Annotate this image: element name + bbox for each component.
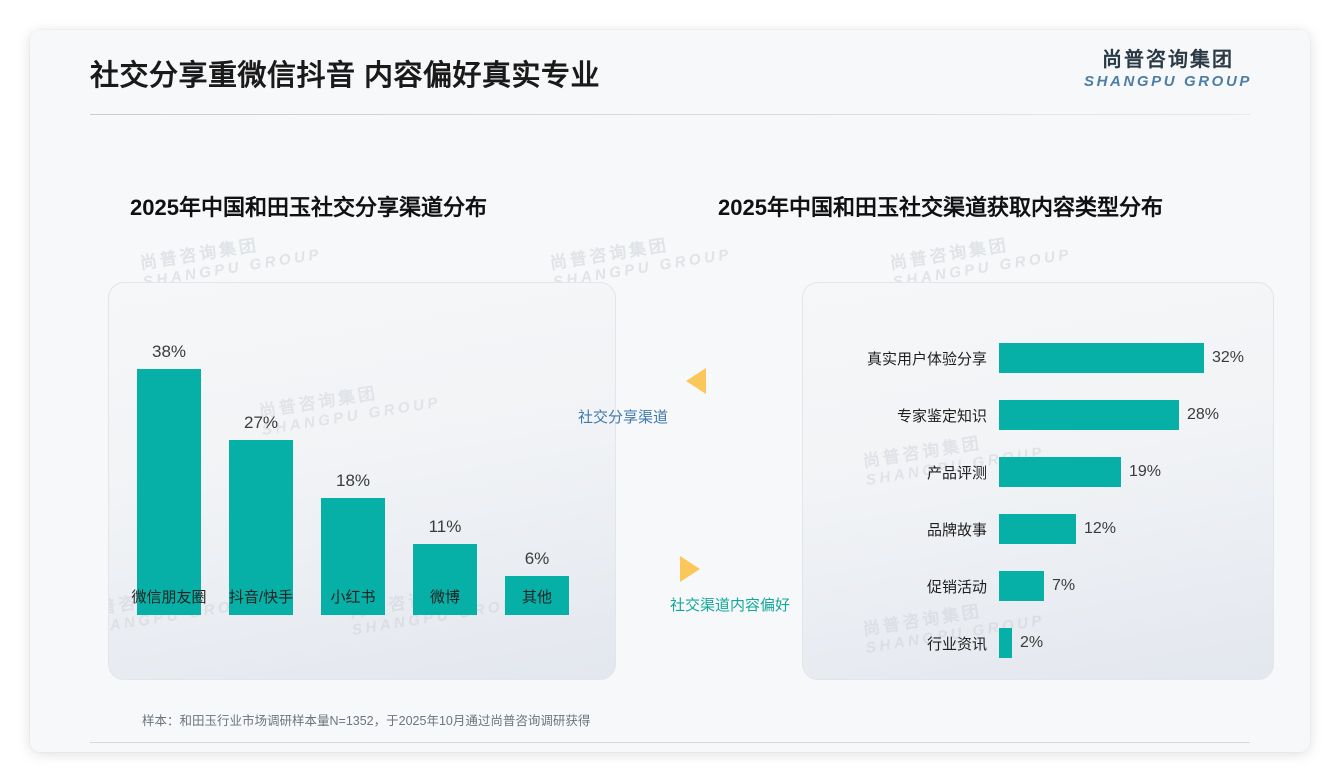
bar-value-label: 18% [335,471,371,490]
watermark: 尚普咨询集团 SHANGPU GROUP [138,221,324,291]
bar [413,544,477,615]
bar-category-label: 专家鉴定知识 [896,407,987,425]
bar-row: 促销活动 7% [803,571,1273,601]
horizontal-bar-chart: 真实用户体验分享 32% 专家鉴定知识 28% 产品评测 19% 品牌故事 12% 促销活动 7%… [803,303,1273,663]
bar-row: 真实用户体验分享 32% [803,343,1273,373]
triangle-left-icon [686,368,706,394]
bar-category-label: 真实用户体验分享 [866,350,987,368]
bar-category-label: 品牌故事 [926,521,987,539]
bar-category-label: 行业资讯 [926,635,987,653]
bar [999,571,1044,601]
page-title: 社交分享重微信抖音 内容偏好真实专业 [90,60,601,92]
bar-category-label: 产品评测 [926,464,987,482]
bar-row: 品牌故事 12% [803,514,1273,544]
watermark-cn: 尚普咨询集团 [548,235,671,274]
bar-value-label: 28% [1187,406,1220,423]
watermark-cn: 尚普咨询集团 [888,235,1011,274]
watermark: 尚普咨询集团 SHANGPU GROUP [548,221,734,291]
source-note: 样本：和田玉行业市场调研样本量N=1352，于2025年10月通过尚普咨询调研获… [142,714,591,728]
bar-row: 专家鉴定知识 28% [803,400,1273,430]
bar [229,440,293,615]
middle-label-top-text: 社交分享渠道 [578,409,669,426]
bar-category-label: 小红书 [330,589,376,606]
bar [999,628,1012,658]
bar-column: 27% 抖音/快手 [229,413,293,615]
brand-logo: 尚普咨询集团 SHANGPU GROUP [1068,48,1268,92]
bar-value-label: 32% [1212,349,1245,366]
bar [137,369,201,615]
bar [505,576,569,615]
bar-value-label: 2% [1020,634,1044,651]
bar [999,457,1121,487]
bar-category-label: 微信朋友圈 [131,589,207,606]
bar-value-label: 38% [151,342,187,361]
bar-row: 行业资讯 2% [803,628,1273,658]
right-chart-card: 尚普咨询集团 SHANGPU GROUP 尚普咨询集团 SHANGPU GROU… [802,282,1274,680]
bar [999,514,1076,544]
vertical-bar-chart: 38% 微信朋友圈 27% 抖音/快手 18% 小红书 11% 微博 6% 其他 [131,301,595,659]
middle-label-content-preference: 社交渠道内容偏好 [650,530,860,614]
triangle-right-icon [680,556,700,582]
bar-category-label: 抖音/快手 [228,589,294,606]
bar-value-label: 19% [1129,463,1162,480]
left-chart-card: 尚普咨询集团 SHANGPU GROUP 尚普咨询集团 SHANGPU GROU… [108,282,616,680]
bar-value-label: 6% [524,549,550,568]
slide-footer: ©2025.12 SHANGPU GROUP www.shangpu-china… [30,746,1310,752]
bar-column: 11% 微博 [413,517,477,615]
bar-category-label: 微博 [429,589,460,606]
bar [321,498,385,615]
slide-header: 社交分享重微信抖音 内容偏好真实专业 尚普咨询集团 SHANGPU GROUP [30,30,1310,112]
slide-canvas: 尚普咨询集团 SHANGPU GROUP 尚普咨询集团 SHANGPU GROU… [30,30,1310,752]
middle-label-bottom-text: 社交渠道内容偏好 [670,597,791,614]
footer-divider [90,742,1250,743]
left-chart-title: 2025年中国和田玉社交分享渠道分布 [130,195,487,220]
bar-column: 6% 其他 [505,549,569,615]
bar-column: 38% 微信朋友圈 [131,342,207,615]
bar-category-label: 促销活动 [926,578,987,596]
header-divider [90,114,1250,115]
bar-value-label: 12% [1084,520,1117,537]
bar-value-label: 7% [1052,577,1076,594]
watermark: 尚普咨询集团 SHANGPU GROUP [888,221,1074,291]
bar-column: 18% 小红书 [321,471,385,615]
bar-row: 产品评测 19% [803,457,1273,487]
bar-value-label: 11% [428,517,462,536]
middle-label-social-share-channel: 社交分享渠道 [578,360,768,430]
watermark-cn: 尚普咨询集团 [138,235,261,274]
bar-value-label: 27% [243,413,279,432]
logo-chinese-text: 尚普咨询集团 [1102,49,1234,71]
right-chart-title: 2025年中国和田玉社交渠道获取内容类型分布 [718,195,1163,220]
bar [999,343,1204,373]
bar-category-label: 其他 [521,589,552,606]
bar [999,400,1179,430]
logo-english-text: SHANGPU GROUP [1084,73,1252,90]
